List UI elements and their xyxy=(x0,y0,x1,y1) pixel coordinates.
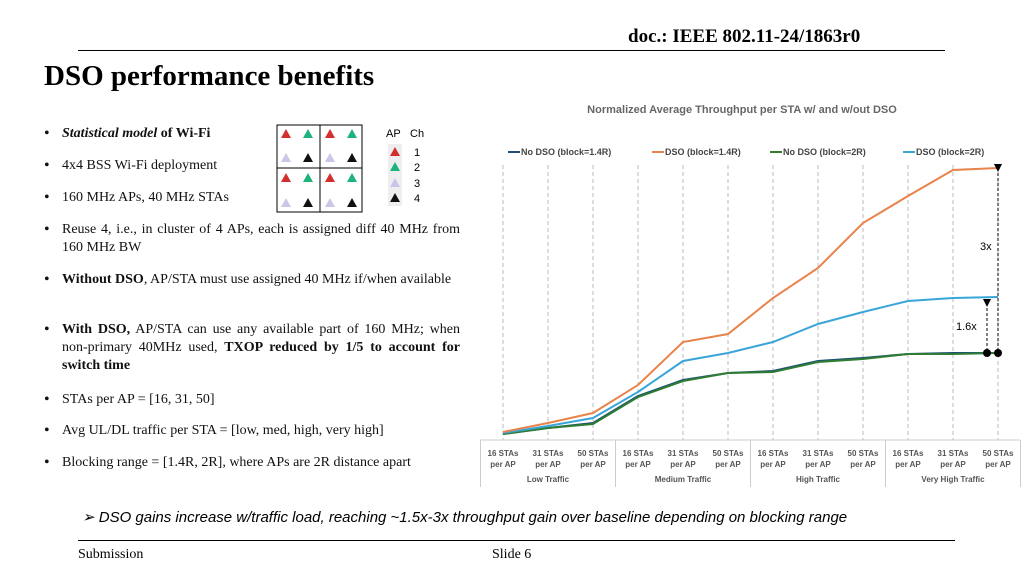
annotation-dot xyxy=(983,349,991,357)
x-tick-label: 31 STAs xyxy=(803,449,835,458)
annotation-dot xyxy=(994,349,1002,357)
bullet: With DSO, AP/STA can use any available p… xyxy=(44,321,461,375)
footer-left: Submission xyxy=(78,547,144,562)
footer-center: Slide 6 xyxy=(492,547,532,562)
bullet-text: 4x4 BSS Wi-Fi deployment xyxy=(62,158,218,173)
bullet-text: AP/STA can use any available part of 160… xyxy=(62,322,461,355)
bullet-text: Without DSO xyxy=(62,272,144,287)
legend-header: AP xyxy=(386,128,401,140)
x-tick-label: 50 STAs xyxy=(848,449,880,458)
bullet-text: , AP/STA must use assigned 40 MHz if/whe… xyxy=(143,272,452,287)
channel-number: 4 xyxy=(414,193,420,205)
bullet-text: Statistical model xyxy=(62,126,158,141)
x-tick-label: 16 STAs xyxy=(758,449,790,458)
bullet-text: of Wi-Fi xyxy=(157,126,211,141)
channel-number: 1 xyxy=(414,147,420,159)
bullet: Avg UL/DL traffic per STA = [low, med, h… xyxy=(44,422,460,440)
bullet-text: TXOP reduced by 1/5 to account for switc… xyxy=(62,340,460,373)
legend-label: DSO (block=2R) xyxy=(916,147,984,157)
ap-grid xyxy=(276,124,363,213)
x-tick-label: per AP xyxy=(895,460,921,469)
bullet-text: With DSO, xyxy=(62,322,131,337)
bullet: 4x4 BSS Wi-Fi deployment xyxy=(44,157,460,175)
x-tick-label: 16 STAs xyxy=(488,449,520,458)
x-tick-label: per AP xyxy=(490,460,516,469)
bullet-text: Avg UL/DL traffic per STA = [low, med, h… xyxy=(62,423,384,438)
footer-rule xyxy=(78,540,955,541)
channel-number: 3 xyxy=(414,178,420,190)
x-tick-label: per AP xyxy=(850,460,876,469)
chart-title: Normalized Average Throughput per STA w/… xyxy=(587,104,897,116)
series-line xyxy=(502,352,999,435)
group-label: Very High Traffic xyxy=(921,475,985,484)
bullet: STAs per AP = [16, 31, 50] xyxy=(44,391,460,409)
bullet: Reuse 4, i.e., in cluster of 4 APs, each… xyxy=(44,221,460,257)
x-tick-label: per AP xyxy=(580,460,606,469)
slide-title: DSO performance benefits xyxy=(44,60,375,92)
group-label: Medium Traffic xyxy=(655,475,712,484)
x-tick-label: 31 STAs xyxy=(938,449,970,458)
group-label: Low Traffic xyxy=(527,475,570,484)
legend-label: No DSO (block=1.4R) xyxy=(521,147,611,157)
bullet: Statistical model of Wi-Fi xyxy=(44,125,460,143)
x-tick-label: per AP xyxy=(805,460,831,469)
bullet-text: 160 MHz APs, 40 MHz STAs xyxy=(62,190,229,205)
x-tick-label: per AP xyxy=(940,460,966,469)
x-tick-label: 16 STAs xyxy=(893,449,925,458)
legend-label: No DSO (block=2R) xyxy=(783,147,866,157)
x-tick-label: 50 STAs xyxy=(983,449,1015,458)
x-tick-label: per AP xyxy=(670,460,696,469)
x-tick-label: 50 STAs xyxy=(578,449,610,458)
legend-header: Ch xyxy=(410,128,424,140)
x-tick-label: per AP xyxy=(625,460,651,469)
header-rule xyxy=(78,50,945,51)
x-tick-label: per AP xyxy=(535,460,561,469)
bullet-text: Blocking range = [1.4R, 2R], where APs a… xyxy=(62,455,411,470)
conclusion: ➢ DSO gains increase w/traffic load, rea… xyxy=(82,509,848,526)
legend-label: DSO (block=1.4R) xyxy=(665,147,741,157)
doc-id: doc.: IEEE 802.11-24/1863r0 xyxy=(628,26,861,47)
channel-number: 2 xyxy=(414,162,420,174)
series-line xyxy=(502,296,999,434)
channel-legend: AP Ch 1 2 3 4 xyxy=(386,128,424,206)
x-tick-label: per AP xyxy=(985,460,1011,469)
x-tick-label: 16 STAs xyxy=(623,449,655,458)
series-line xyxy=(502,167,999,433)
series-line xyxy=(502,352,998,435)
x-tick-label: per AP xyxy=(715,460,741,469)
x-tick-label: 50 STAs xyxy=(713,449,745,458)
bullet-text: Reuse 4, i.e., in cluster of 4 APs, each… xyxy=(62,222,460,255)
group-label: High Traffic xyxy=(796,475,841,484)
x-tick-label: per AP xyxy=(760,460,786,469)
bullet: 160 MHz APs, 40 MHz STAs xyxy=(44,189,460,207)
bullet-text: STAs per AP = [16, 31, 50] xyxy=(62,392,215,407)
bullet: Blocking range = [1.4R, 2R], where APs a… xyxy=(44,454,460,472)
x-tick-label: 31 STAs xyxy=(668,449,700,458)
chart: Normalized Average Throughput per STA w/… xyxy=(480,104,1021,487)
annotation: 3x xyxy=(980,241,992,253)
annotation: 1.6x xyxy=(956,321,977,333)
bullet: Without DSO, AP/STA must use assigned 40… xyxy=(44,271,460,289)
x-tick-label: 31 STAs xyxy=(533,449,565,458)
